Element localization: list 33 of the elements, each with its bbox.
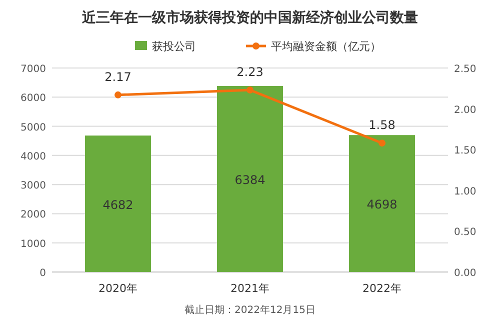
bar [217, 86, 283, 272]
text: 截止日期：2022年12月15日 [184, 304, 316, 316]
bar [349, 135, 415, 272]
y2-tick-label: 1.50 [454, 146, 476, 157]
data-label: 4698 [366, 198, 398, 212]
x-tick-label: 2021年 [230, 282, 270, 295]
y2-tick-label: 1.00 [454, 186, 476, 198]
legend-label: 平均融资金额（亿元） [271, 40, 381, 53]
y-tick-label: 7000 [20, 64, 46, 75]
data-label: 6384 [234, 172, 266, 187]
point [246, 86, 254, 94]
point [114, 91, 122, 98]
y-tick-label: 3000 [20, 180, 46, 192]
y-tick-label: 4000 [20, 151, 46, 162]
bar [85, 136, 151, 272]
data-label: 2.23 [236, 65, 264, 80]
y-tick-label: 1000 [20, 238, 46, 250]
y-tick-label: 6000 [20, 93, 46, 104]
point [378, 140, 386, 147]
y2-tick-label: 2.00 [454, 104, 476, 116]
data-label: 4682 [102, 198, 134, 212]
y2-tick-label: 2.50 [454, 64, 476, 75]
legend-label: 获投公司 [152, 40, 196, 53]
y-tick-label: 2000 [20, 210, 46, 221]
y2-tick-label: 0.00 [454, 268, 476, 279]
y2-tick-label: 0.50 [454, 227, 476, 238]
data-label: 2.17 [104, 70, 132, 84]
data-label: 1.58 [368, 118, 396, 132]
x-tick-label: 2020年 [98, 282, 138, 295]
y-tick-label: 0 [40, 268, 46, 279]
chart-title: 近三年在一级市场获得投资的中国新经济创业公司数量 [81, 9, 418, 26]
y-tick-label: 5000 [20, 122, 46, 134]
x-tick-label: 2022年 [362, 282, 402, 295]
